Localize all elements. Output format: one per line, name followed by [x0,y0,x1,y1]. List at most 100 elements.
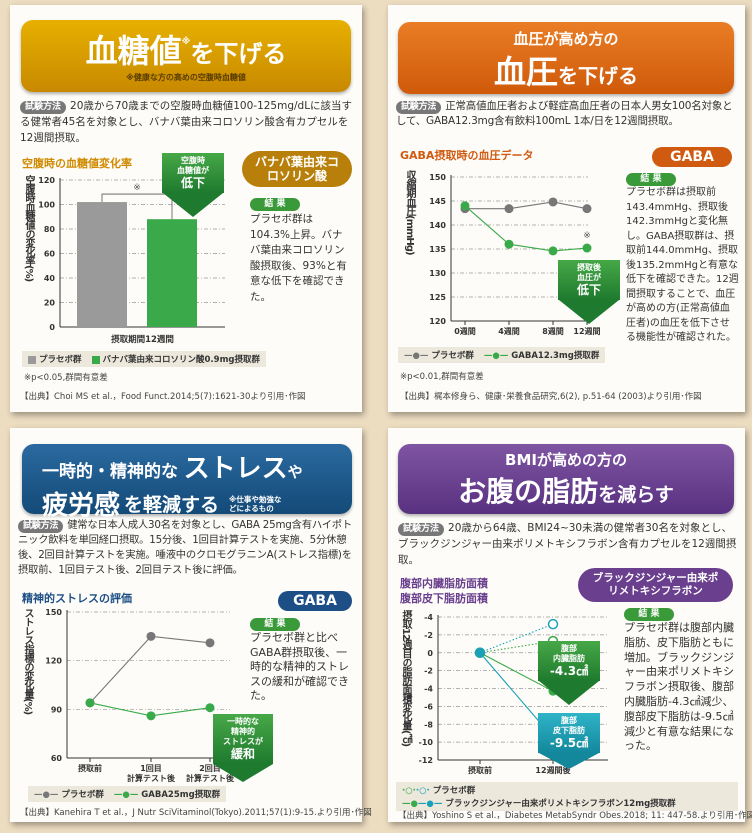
arrow-line: 血糖値が [177,166,209,175]
method-tag: 試験方法 [20,101,67,114]
y-tick-label: 120 [45,657,62,666]
arrow-line: 血圧が [577,273,601,282]
y-tick-label: 100 [38,201,55,210]
arrow-line: 腹部 [561,716,577,725]
y-tick-label: -10 [419,738,434,747]
legend-label: プラセボ群 [431,351,474,361]
y-tick-label: -4 [424,685,433,694]
x-tick-label: 1回目 [140,764,162,773]
x-tick-label: 12週間 [573,327,600,336]
x-tick-label: 2回目 [199,764,221,773]
arrow-line: 皮下脂肪 [553,726,585,735]
data-point [460,201,470,211]
data-point [582,243,592,253]
arrow-line: 摂取後 [577,263,601,272]
data-point [547,618,559,630]
y-tick-label: 125 [429,293,446,302]
result-text: プラセボ群と比べGABA群摂取後、一時的な精神的ストレスの緩和が確認できた。 [250,631,349,702]
y-tick-label: -2 [424,631,433,640]
y-tick-label: 145 [429,197,446,206]
bar [147,219,197,327]
result-badge: 結 果 [624,608,674,621]
y-axis-label: 摂取12週目の脂肪面積変化量(㎠) [400,610,411,747]
method-body: 20歳から70歳までの空腹時血糖値100-125mg/dLに該当する健常者45名… [20,100,353,144]
arrow-lowered: 摂取後 血圧が 低下 [558,260,620,324]
banner-title-rest: を下げる [558,64,638,88]
result-text: プラセボ群は腹部内臓脂肪、皮下脂肪ともに増加。ブラックジンジャー由来ポリメトキシ… [624,621,734,753]
legend-label: バナバ葉由来コロソリン酸0.9mg摂取群 [102,355,261,365]
legend-item: —●— プラセボ群 [404,351,474,361]
data-point [548,197,558,207]
arrow-value: -9.5㎠ [549,736,589,750]
ingredient-pill: GABA [652,147,732,167]
banner-stress: 一時的・精神的な ストレスや 疲労感 を軽減する ※仕事や勉強などによるもの [22,444,352,521]
banner-title-rest: を下げる [190,40,287,68]
result-text: プラセボ群は104.3%上昇。バナバ葉由来コロソリン酸摂取後、93%と有意な低下… [250,213,347,303]
method-body: 健常な日本人成人30名を対象とし、GABA 25mg含有ハイポトニック飲料を単回… [18,519,353,576]
x-tick-label: 摂取前 [468,765,492,775]
method-body: 正常高値血圧者および軽症高血圧者の日本人男女100名対象として、GABA12.3… [396,100,733,127]
banner-title-l1a: 一時的・精神的な [42,462,178,482]
panel-blood-pressure: 血圧が高め方の 血圧を下げる 試験方法 正常高値血圧者および軽症高血圧者の日本人男… [388,5,745,412]
panel-belly-fat: BMIが高めの方の お腹の脂肪を減らす 試験方法 20歳から64歳、BMI24~3… [388,428,752,822]
arrow-line: 一時的な [227,717,259,726]
method-tag: 試験方法 [396,101,442,114]
footnote: ※p<0.01,群間有意差 [400,372,484,382]
banner-title-l1c: や [287,463,303,481]
x-tick-label: 8週間 [542,327,564,336]
x-tick-label: 摂取前 [78,763,102,773]
x-axis-label: 摂取期間12週間 [111,334,174,345]
arrow-line: 内臓脂肪 [553,654,585,663]
banner-title-mark: ※ [181,37,191,47]
legend-item: プラセボ群 [28,353,82,365]
y-tick-label: 0 [427,649,433,658]
banner-belly-fat: BMIが高めの方の お腹の脂肪を減らす [398,444,734,514]
y-tick-label: -4 [424,613,433,622]
method-text: 試験方法 20歳から64歳、BMI24~30未満の健常者30名を対象とし、ブラック… [398,520,738,568]
data-point [205,638,215,648]
significance-mark: ※ [583,231,591,241]
source: 【出典】梶本修身ら、健康･栄養食品研究,6(2), p.51-64 (2003)… [400,392,702,402]
legend-item: バナバ葉由来コロソリン酸0.9mg摂取群 [91,353,261,365]
arrow-relieved: 一時的な 精神的 ストレスが 緩和 [213,714,273,782]
data-point [85,698,95,708]
arrow-line: 腹部 [561,644,577,653]
chart-legend: ·○··○· プラセボ群 —●—●— ブラックジンジャー由来ポリメトキシフラボン… [396,782,738,811]
x-tick-label: 計算テスト後 [186,773,235,783]
chart-title: 腹部内臓脂肪面積 腹部皮下脂肪面積 [400,577,488,605]
y-tick-label: 135 [429,245,446,254]
ingredient-pill: バナバ葉由来コロソリン酸 [242,151,352,187]
arrow-line: 空腹時 [181,156,205,165]
y-tick-label: -2 [424,667,433,676]
bar [77,202,127,327]
series-line [89,635,211,704]
banner-title-top: BMIが高めの方の [505,451,627,469]
chart-title: 空腹時の血糖値変化率 [22,157,132,170]
method-text: 試験方法 健常な日本人成人30名を対象とし、GABA 25mg含有ハイポトニック飲… [18,518,358,578]
banner-title-l1b: ストレス [183,454,288,484]
x-tick-label: 4週間 [498,327,520,336]
arrow-lowered: 空腹時 血糖値が 低下 [162,153,224,217]
y-tick-label: 90 [51,705,63,714]
chart-title: GABA摂取時の血圧データ [400,147,534,163]
y-tick-label: 40 [44,274,56,283]
legend-label: ブラックジンジャー由来ポリメトキシフラボン12mg摂取群 [445,799,676,809]
method-text: 試験方法 20歳から70歳までの空腹時血糖値100-125mg/dLに該当する健常… [20,98,355,146]
y-tick-label: 120 [38,176,55,185]
arrow-line: ストレスが [223,737,263,746]
result-badge: 結 果 [626,173,676,186]
banner-title-rest: を減らす [598,484,674,506]
chart-legend: プラセボ群 バナバ葉由来コロソリン酸0.9mg摂取群 [22,351,267,367]
data-point [205,703,215,713]
series-line [479,623,554,654]
result-text: プラセボ群は摂取前143.4mmHg、摂取後142.3mmHgと変化無し。GAB… [626,187,739,343]
y-tick-label: 60 [51,754,63,763]
method-tag: 試験方法 [398,523,445,536]
banner-title-l2b: を軽減する [124,494,220,516]
arrow-line: 低下 [576,283,601,297]
arrow-visceral-fat: 腹部 内臓脂肪 -4.3㎠ [538,641,600,705]
banner-title-main: 血糖値 [85,32,182,70]
legend-item: —●—●— ブラックジンジャー由来ポリメトキシフラボン12mg摂取群 [402,799,676,809]
ingredient-pill: GABA [278,591,352,611]
significance-mark: ※ [133,183,141,193]
